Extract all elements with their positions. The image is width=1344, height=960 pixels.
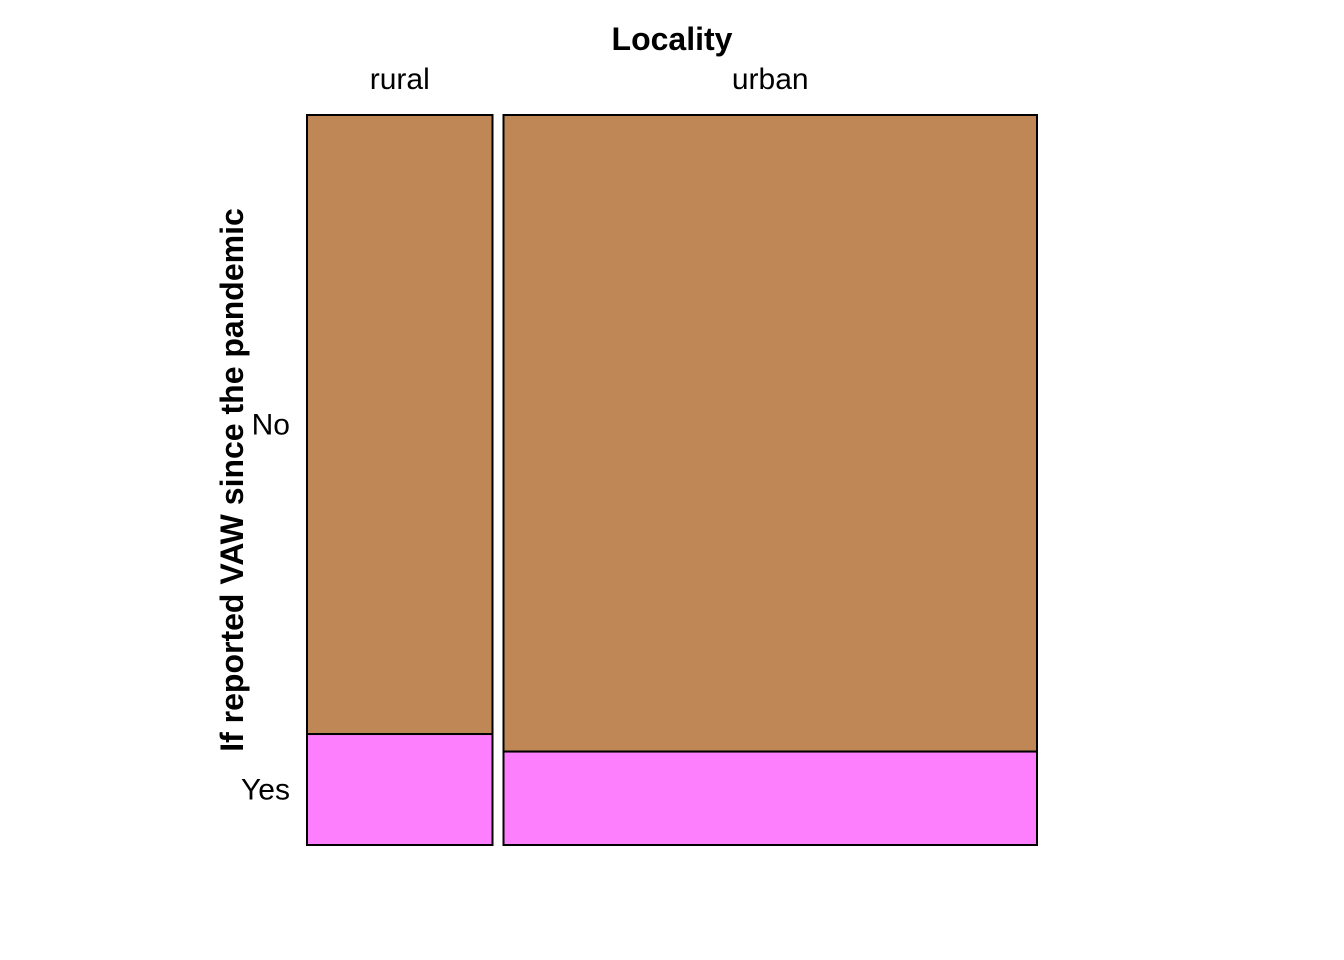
mosaic-tiles [306, 114, 1038, 846]
row-label-no: No [252, 409, 290, 442]
tile-rural-yes [306, 733, 494, 846]
column-labels: rural urban [370, 63, 809, 96]
tile-urban-yes [502, 750, 1038, 846]
tile-rural-no [306, 114, 494, 736]
y-axis-title: If reported VAW since the pandemic [214, 208, 250, 752]
column-label-rural: rural [370, 63, 430, 96]
column-label-urban: urban [732, 63, 809, 96]
tile-urban-no [502, 114, 1038, 753]
x-axis-title: Locality [612, 21, 733, 57]
row-labels: No Yes [241, 409, 290, 807]
row-label-yes: Yes [241, 774, 290, 807]
